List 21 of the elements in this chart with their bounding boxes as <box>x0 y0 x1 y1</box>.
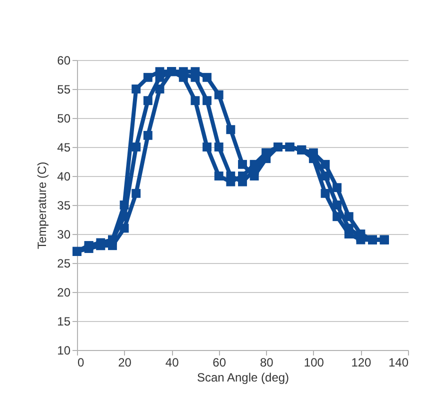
x-tick-label: 0 <box>78 356 84 370</box>
x-axis-title: Scan Angle (deg) <box>196 370 290 384</box>
y-tick-label: 55 <box>57 82 71 96</box>
x-tick-label: 140 <box>388 356 409 370</box>
y-axis-title: Temperature (C) <box>35 162 50 250</box>
y-tick-label: 15 <box>57 314 71 328</box>
x-tick-label: 60 <box>212 356 226 370</box>
x-tick-label: 20 <box>118 356 132 370</box>
y-tick-label: 10 <box>57 344 71 358</box>
x-tick-label: 80 <box>260 356 274 370</box>
y-tick-label: 20 <box>57 286 71 300</box>
y-tick-label: 40 <box>57 170 71 184</box>
y-tick-label: 50 <box>57 112 71 126</box>
x-tick-label: 120 <box>351 356 372 370</box>
y-tick-label: 60 <box>57 54 71 68</box>
x-tick-label: 40 <box>165 356 180 370</box>
y-tick-label: 25 <box>57 256 71 270</box>
y-tick-label: 30 <box>57 228 71 242</box>
y-tick-label: 35 <box>57 198 71 212</box>
y-tick-label: 45 <box>57 140 71 154</box>
x-tick-label: 100 <box>304 356 324 370</box>
